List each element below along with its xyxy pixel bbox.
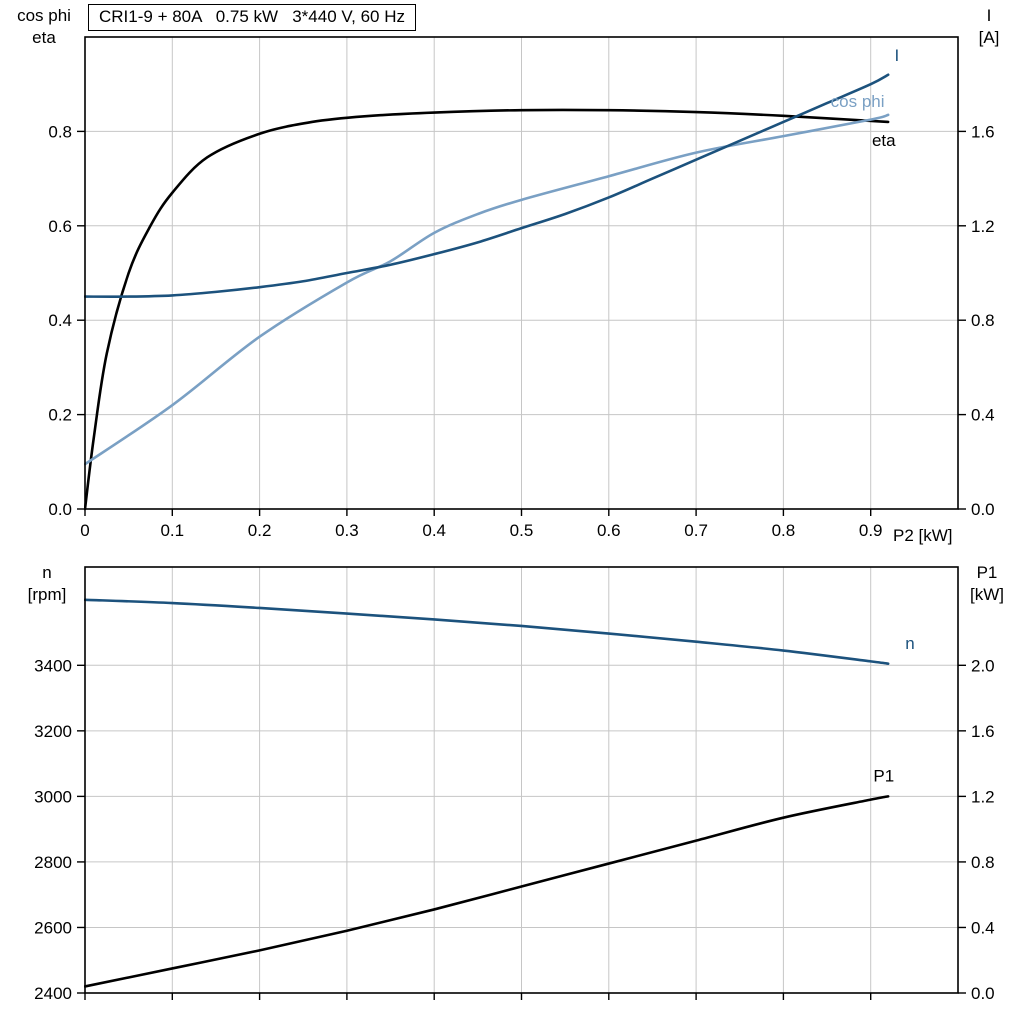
right-tick-label: 2.0 xyxy=(971,656,995,675)
p2-performance-chart: 0.0 0.2 0.4 0.6 0.8 0.0 0.4 0.8 1.2 1.6 0 0.1 0.2 0.3… xyxy=(48,36,995,540)
curve-label-P1: P1 xyxy=(873,767,894,786)
x-tick-label: 0.4 xyxy=(422,521,446,540)
speed-axis-label: n xyxy=(42,563,52,582)
top-right-axis-title: I [A] xyxy=(956,5,1022,49)
right-tick-label: 1.2 xyxy=(971,217,995,236)
right-tick-label: 0.0 xyxy=(971,984,995,1003)
left-tick-label: 2400 xyxy=(34,984,72,1003)
p1-axis-label: P1 xyxy=(976,563,998,582)
right-tick-label: 1.6 xyxy=(971,122,995,141)
right-tick-label: 0.4 xyxy=(971,918,995,937)
x-axis-label: P2 [kW] xyxy=(893,526,953,545)
gridlines xyxy=(85,567,958,993)
x-tick-label: 0.5 xyxy=(510,521,534,540)
right-tick-label: 1.6 xyxy=(971,722,995,741)
top-left-axis-title: cos phi eta xyxy=(2,5,86,49)
left-tick-label: 2600 xyxy=(34,918,72,937)
tick-marks xyxy=(77,130,966,516)
x-tick-label: 0.6 xyxy=(597,521,621,540)
eta-axis-label: eta xyxy=(32,28,56,47)
x-tick-label: 0.2 xyxy=(248,521,272,540)
right-tick-label: 0.0 xyxy=(971,500,995,519)
left-tick-label: 2800 xyxy=(34,853,72,872)
bottom-left-axis-title: n [rpm] xyxy=(2,562,92,606)
x-tick-label: 0.3 xyxy=(335,521,359,540)
series-P1-curve xyxy=(84,795,890,988)
curve-label-I: I xyxy=(895,46,900,65)
left-tick-label: 3200 xyxy=(34,722,72,741)
curve-label-n: n xyxy=(905,634,914,653)
right-tick-label: 0.8 xyxy=(971,311,995,330)
x-tick-label: 0 xyxy=(80,521,89,540)
x-tick-label: 0.9 xyxy=(859,521,883,540)
x-tick-label: 0.8 xyxy=(772,521,796,540)
left-tick-label: 0.8 xyxy=(48,122,72,141)
series-n-curve xyxy=(84,598,890,665)
right-tick-label: 1.2 xyxy=(971,787,995,806)
right-tick-label: 0.8 xyxy=(971,853,995,872)
speed-power-chart: 2400 2600 2800 3000 3200 3400 0.0 0.4 0.8 1.2 1.6 2… xyxy=(34,566,995,1003)
left-tick-label: 3000 xyxy=(34,787,72,806)
series-I-curve xyxy=(84,73,890,298)
curve-label-cos-phi: cos phi xyxy=(831,92,885,111)
left-tick-label: 0.0 xyxy=(48,500,72,519)
current-axis-unit: [A] xyxy=(978,28,1000,47)
gridlines xyxy=(85,37,958,509)
left-tick-label: 0.2 xyxy=(48,406,72,425)
current-axis-label: I xyxy=(986,6,992,25)
chart-title-box: CRI1-9 + 80A 0.75 kW 3*440 V, 60 Hz xyxy=(88,4,417,31)
left-tick-label: 3400 xyxy=(34,656,72,675)
series-eta-curve xyxy=(84,108,890,511)
right-tick-label: 0.4 xyxy=(971,406,995,425)
tick-marks xyxy=(77,664,966,1000)
p1-axis-unit: [kW] xyxy=(970,585,1004,604)
cosphi-axis-label: cos phi xyxy=(17,6,71,25)
speed-axis-unit: [rpm] xyxy=(27,585,67,604)
bottom-right-axis-title: P1 [kW] xyxy=(952,562,1022,606)
curve-label-eta: eta xyxy=(872,131,896,150)
series-cos-phi-curve xyxy=(84,113,890,466)
x-tick-label: 0.7 xyxy=(684,521,708,540)
left-tick-label: 0.6 xyxy=(48,217,72,236)
left-tick-label: 0.4 xyxy=(48,311,72,330)
x-tick-label: 0.1 xyxy=(160,521,184,540)
